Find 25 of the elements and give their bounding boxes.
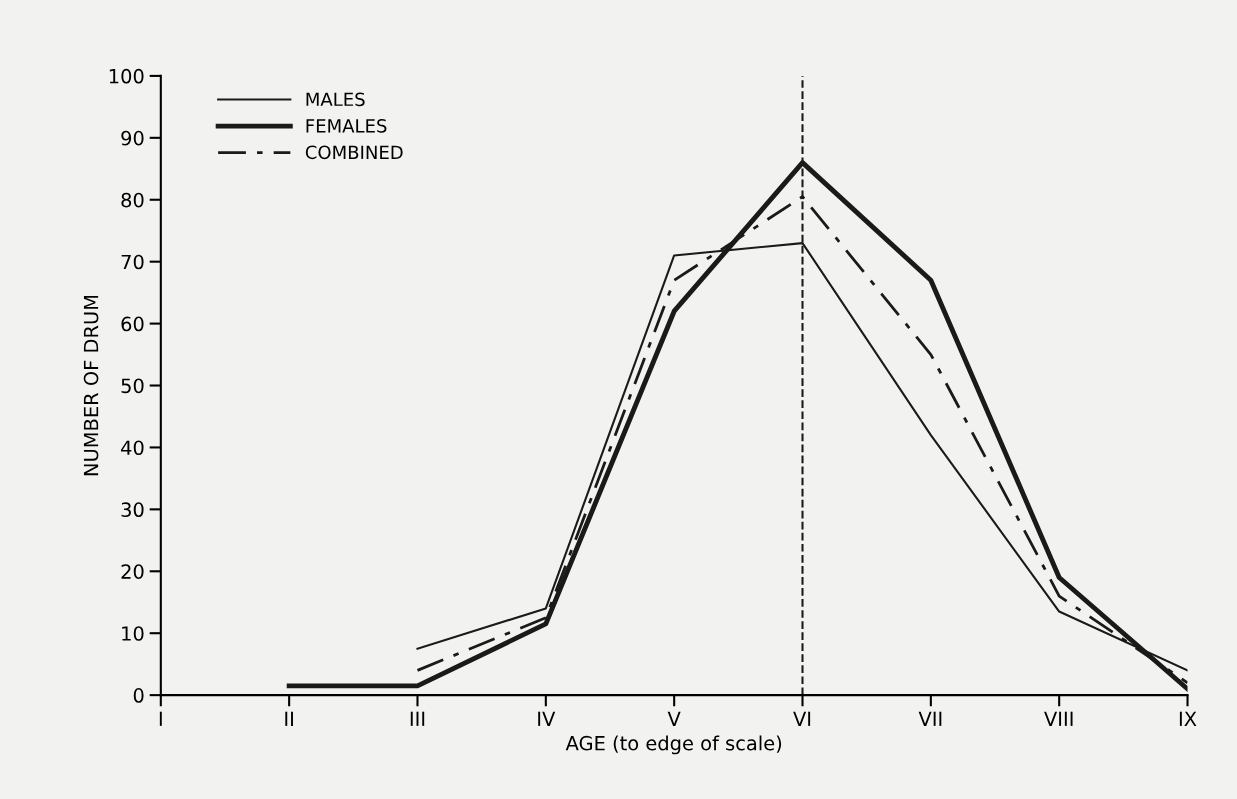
y-axis-title: NUMBER OF DRUM (83, 295, 99, 476)
x-tick-label: VIII (1044, 711, 1073, 726)
x-tick-label: VI (793, 711, 811, 726)
legend-label: FEMALES (306, 118, 387, 133)
x-tick-label: II (285, 711, 293, 726)
x-tick-label: III (410, 711, 425, 726)
x-tick-label: I (159, 711, 162, 726)
y-tick-label: 40 (121, 440, 144, 456)
y-tick-label: 20 (121, 564, 144, 579)
y-tick-label: 10 (122, 626, 144, 641)
x-tick-label: V (667, 711, 681, 726)
y-tick-label: 30 (121, 502, 144, 518)
y-tick-label: 50 (121, 378, 144, 394)
y-tick-label: 80 (121, 192, 144, 208)
legend-label: MALES (306, 92, 365, 107)
x-tick-label: VII (918, 711, 942, 726)
legend-label: COMBINED (305, 145, 403, 160)
x-tick-label: IX (1179, 711, 1197, 726)
y-tick-label: 90 (121, 130, 144, 146)
y-tick-label: 60 (121, 316, 144, 332)
x-tick-label: IV (538, 711, 556, 726)
y-tick-label: 100 (109, 68, 144, 84)
y-tick-label: 0 (133, 688, 144, 703)
y-tick-label: 70 (121, 254, 144, 270)
x-axis-title: AGE (to edge of scale) (565, 735, 782, 755)
